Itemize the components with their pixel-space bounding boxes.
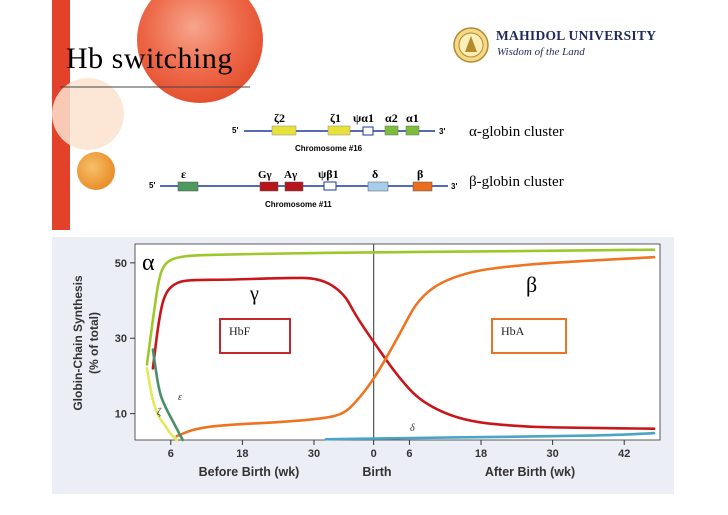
gene-epsilon: [177, 181, 199, 192]
x-tick-label: 30: [546, 448, 558, 460]
big-coral-circle: [137, 0, 263, 103]
gene-label-alpha2: α2: [385, 111, 398, 125]
alpha-globin-gene-map: 5' ζ2 ζ1 ψα1 α2 α1 3' Chromosome #16: [232, 111, 445, 153]
x-tick-label: 18: [236, 448, 248, 460]
beta-three-prime: 3': [451, 182, 457, 191]
gene-delta: [367, 181, 389, 192]
beta-series-line: [175, 255, 656, 438]
beta-five-prime: 5': [149, 181, 155, 190]
y-axis-label: Globin-Chain Synthesis: [71, 275, 85, 411]
gene-alpha2: [384, 125, 399, 136]
gene-psi-alpha1: [362, 126, 374, 136]
alpha-chromosome-label: Chromosome #16: [295, 144, 363, 153]
gene-label-psi-alpha1: ψα1: [353, 111, 374, 125]
gene-zeta2: [271, 125, 297, 136]
x-tick-label: 42: [618, 448, 630, 460]
zeta-series-line: [145, 367, 179, 442]
gamma-series-line: [151, 276, 656, 430]
gene-label-zeta2: ζ2: [274, 111, 285, 125]
alpha-cluster-label: α-globin cluster: [469, 124, 564, 140]
epsilon-annotation: ε: [178, 392, 182, 403]
y-tick-label: 30: [115, 333, 127, 345]
university-name: MAHIDOL UNIVERSITY: [496, 28, 657, 43]
zeta-annotation: ζ: [157, 407, 162, 418]
gene-alpha1: [405, 125, 420, 136]
hba-label: HbA: [501, 324, 525, 338]
beta-annotation: β: [526, 272, 537, 297]
gene-label-alpha1: α1: [406, 111, 419, 125]
x-region-label: Before Birth (wk): [199, 465, 300, 479]
slide-title: Hb switching: [66, 42, 233, 75]
gene-label-beta: β: [417, 167, 423, 181]
orange-dot: [77, 152, 115, 190]
hba-box: [491, 318, 567, 354]
gene-g-gamma: [259, 181, 279, 192]
gene-label-g-gamma: Gγ: [258, 169, 272, 181]
y-axis-label-unit: (% of total): [87, 312, 101, 374]
x-region-label: After Birth (wk): [485, 465, 575, 479]
plot-area: [134, 243, 661, 441]
gene-zeta1: [327, 125, 351, 136]
x-tick-label: 30: [308, 448, 320, 460]
hbf-box: [219, 318, 291, 354]
x-axis: 6 18 30 0 6 18 30 42: [168, 440, 630, 460]
beta-chromosome-label: Chromosome #11: [265, 200, 332, 209]
gene-label-psi-beta1: ψβ1: [318, 167, 339, 181]
gene-beta: [412, 181, 433, 192]
x-tick-label: 6: [406, 448, 412, 460]
gene-label-a-gamma: Aγ: [284, 169, 297, 181]
alpha-five-prime: 5': [232, 126, 238, 135]
pale-circle: [52, 78, 124, 150]
gamma-annotation: γ: [249, 283, 259, 305]
x-axis-region-labels: Before Birth (wk) Birth After Birth (wk): [199, 465, 575, 479]
y-tick-label: 50: [115, 258, 127, 270]
gene-psi-beta1: [323, 181, 337, 191]
y-axis: 10 30 50: [115, 258, 135, 421]
epsilon-series-line: [151, 348, 185, 442]
x-tick-label: 18: [475, 448, 487, 460]
x-tick-label: 6: [168, 448, 174, 460]
series-lines: [145, 248, 656, 442]
hbf-label: HbF: [229, 324, 251, 338]
delta-series-line: [324, 431, 656, 441]
gene-label-epsilon: ε: [181, 167, 186, 181]
chart-annotations: α γ β ε ζ δ HbF HbA: [142, 250, 567, 434]
beta-globin-gene-map: 5' ε Gγ Aγ ψβ1 δ β 3' Chromosome #11: [149, 167, 457, 209]
delta-annotation: δ: [410, 423, 415, 434]
alpha-series-line: [145, 248, 656, 366]
university-seal-icon: [453, 27, 489, 63]
university-motto: Wisdom of the Land: [497, 46, 585, 58]
gene-label-delta: δ: [372, 167, 378, 181]
alpha-three-prime: 3': [439, 127, 445, 136]
x-region-label: Birth: [362, 465, 391, 479]
alpha-annotation: α: [142, 250, 155, 276]
gene-label-zeta1: ζ1: [330, 111, 341, 125]
gene-a-gamma: [284, 181, 304, 192]
y-tick-label: 10: [115, 409, 127, 421]
x-tick-label: 0: [371, 448, 377, 460]
beta-cluster-label: β-globin cluster: [469, 174, 564, 190]
